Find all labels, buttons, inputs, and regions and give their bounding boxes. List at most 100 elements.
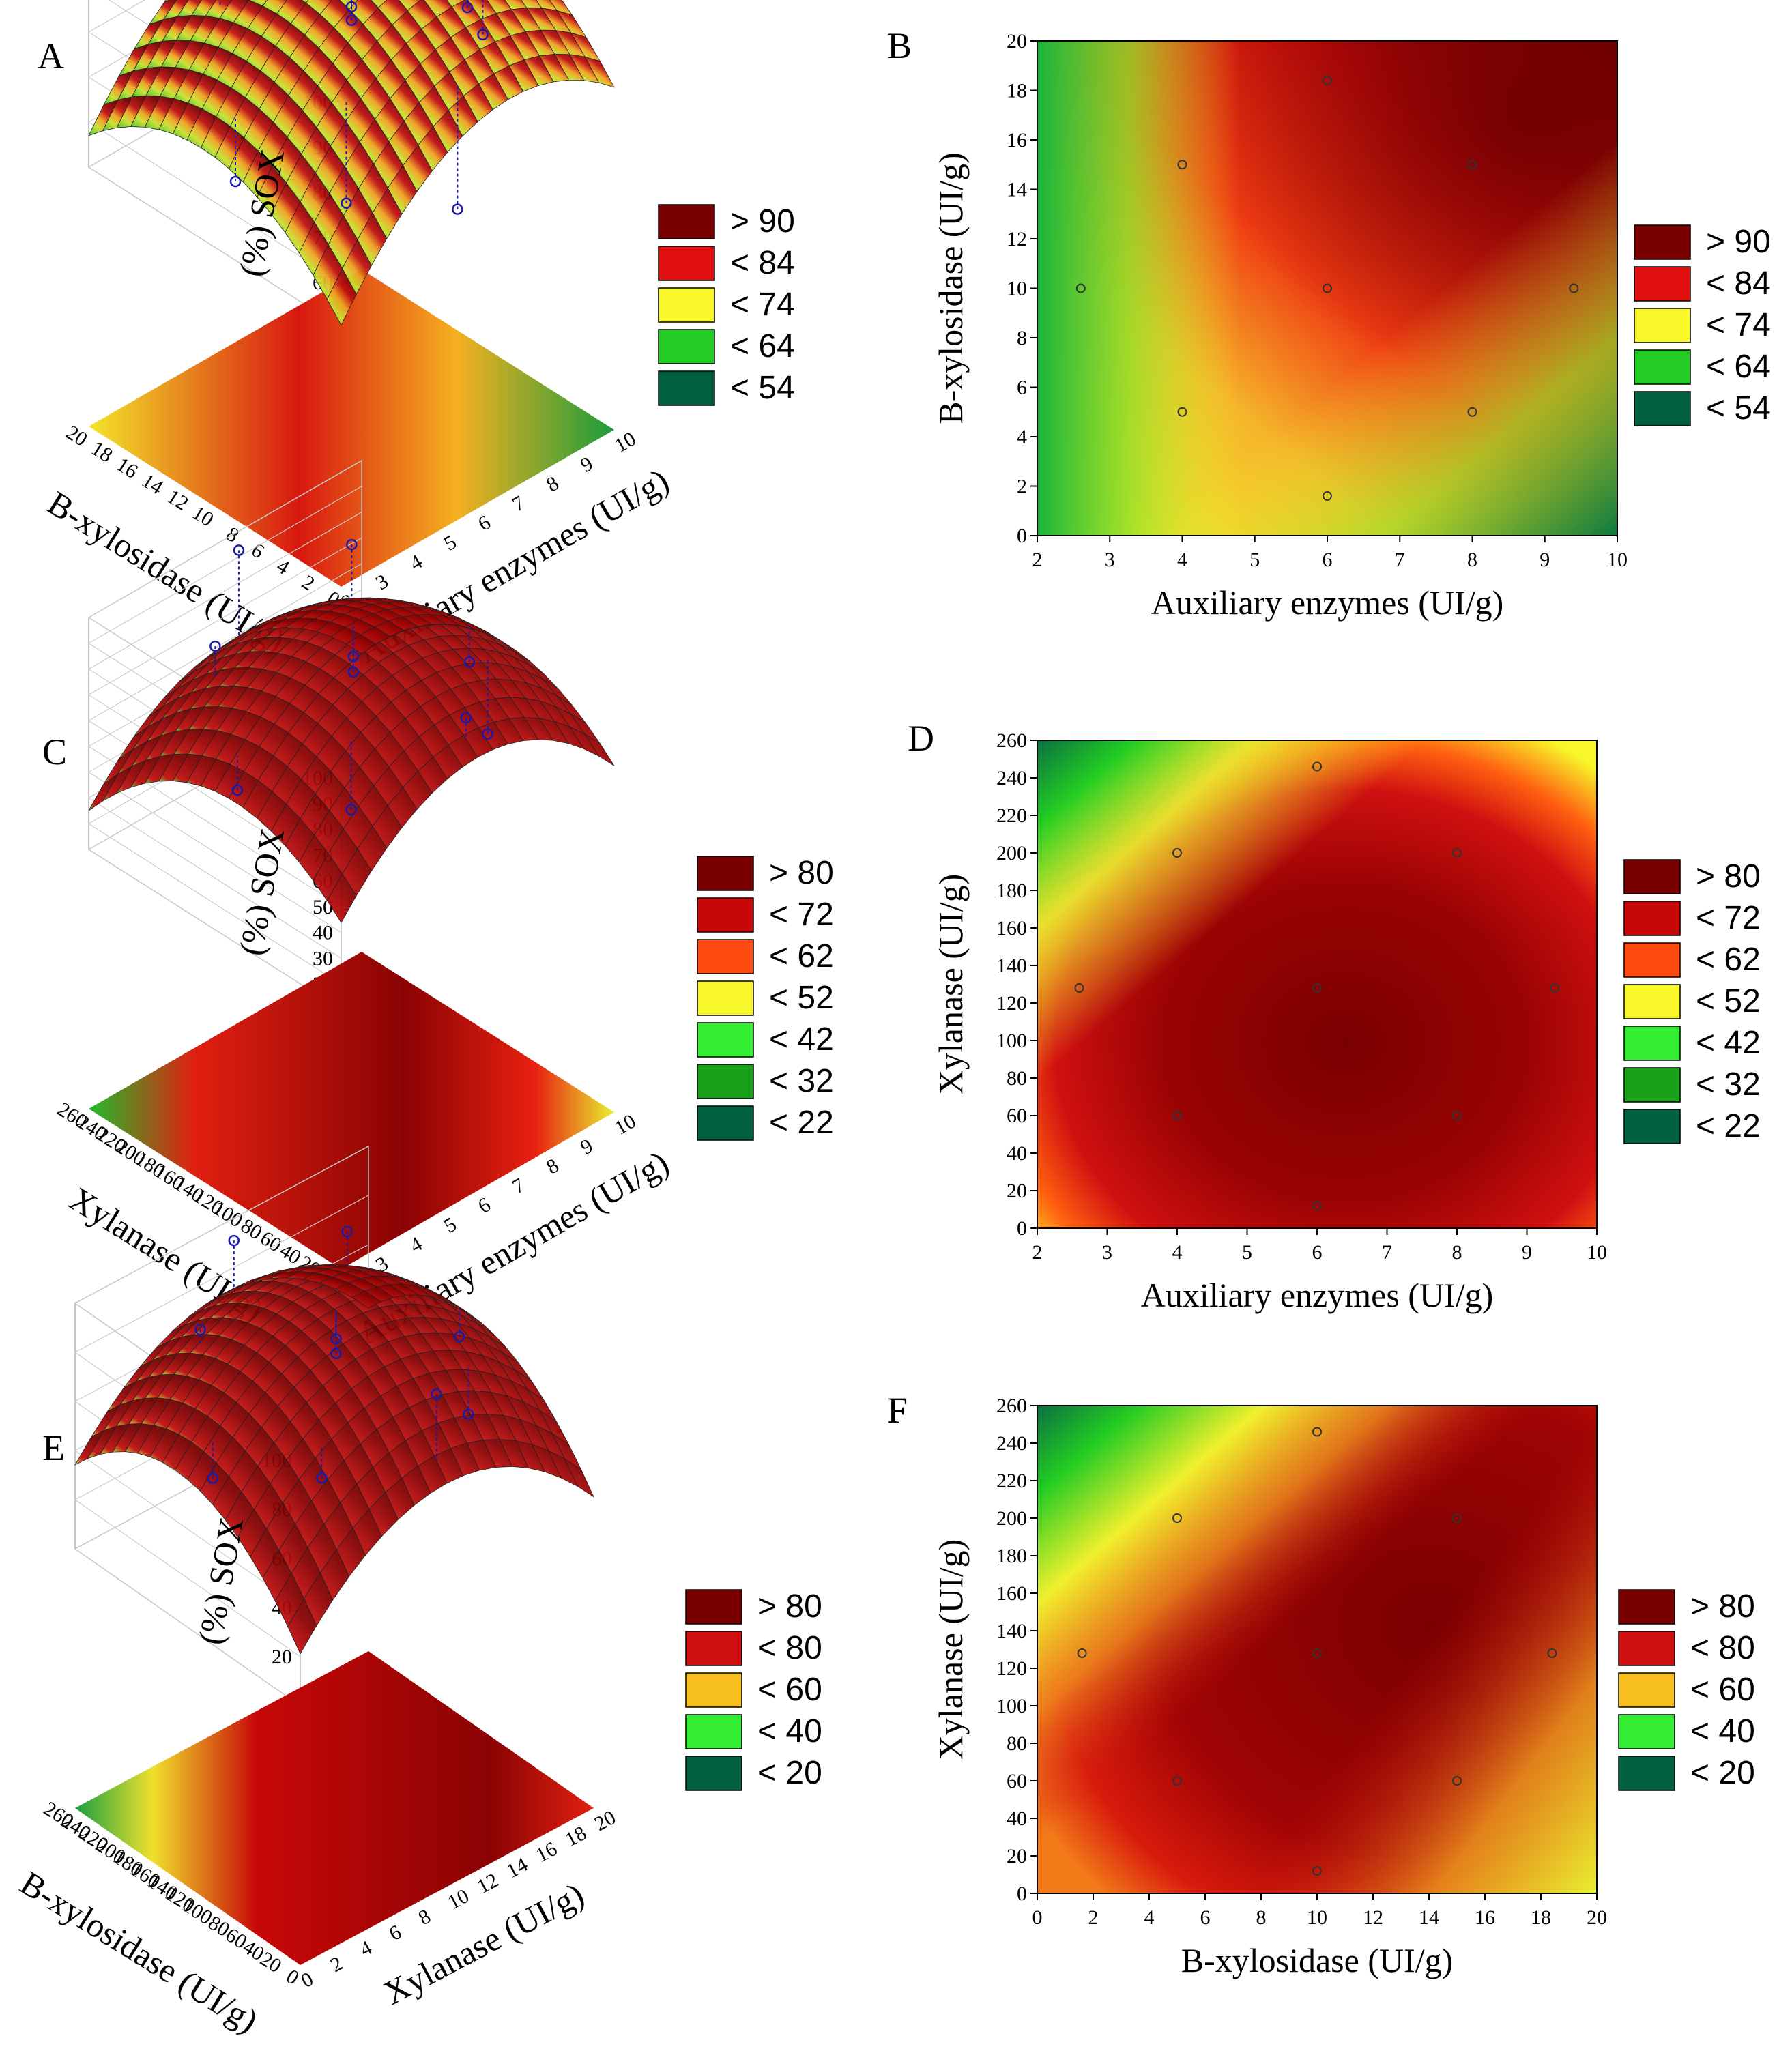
surface-cell-a-6-8 <box>305 0 332 15</box>
y-tick-f-12: 240 <box>996 1432 1027 1455</box>
legend-swatch-a-4 <box>658 370 715 406</box>
x-tick-a-4: 6 <box>474 511 494 536</box>
x-tick-d-6: 8 <box>1452 1241 1462 1264</box>
surface-cell-a-10-4 <box>423 0 452 18</box>
y-tick-b-6: 12 <box>1007 228 1027 250</box>
legend-swatch-d-4 <box>1623 1026 1681 1061</box>
legend-label-b-0: > 90 <box>1706 224 1771 260</box>
y-tick-f-13: 260 <box>996 1395 1027 1417</box>
experimental-point-a-5 <box>345 14 358 26</box>
legend-label-e-1: < 80 <box>757 1630 822 1666</box>
base-projection-a <box>89 270 614 587</box>
experimental-point-a-3 <box>452 203 463 215</box>
surface-cell-a-4-13 <box>205 0 233 19</box>
legend-label-a-1: < 84 <box>730 245 795 281</box>
legend-swatch-b-4 <box>1634 391 1691 426</box>
legend-label-b-4: < 54 <box>1706 390 1771 426</box>
y-tick-a-5: 10 <box>188 501 218 532</box>
x-tick-b-8: 10 <box>1607 549 1628 571</box>
legend-label-d-5: < 32 <box>1696 1066 1761 1103</box>
y-tick-d-10: 200 <box>996 842 1027 864</box>
legend-label-b-2: < 74 <box>1706 307 1771 343</box>
design-point-f-4 <box>1312 1648 1322 1658</box>
y-axis-title-d: Xylanase (UI/g) <box>931 874 970 1095</box>
legend-d: > 80 < 72 < 62 < 52 < 42 < 32 < 22 <box>1623 858 1761 1144</box>
surface-plot-e: 0204060801000246810121416182002040608010… <box>14 1145 620 2040</box>
legend-swatch-c-1 <box>697 897 754 933</box>
legend-swatch-e-2 <box>685 1672 742 1708</box>
x-axis-title-d: Auxiliary enzymes (UI/g) <box>1141 1276 1494 1314</box>
design-point-d-0 <box>1074 983 1084 993</box>
design-point-d-6 <box>1452 1111 1462 1120</box>
experimental-point-c-7 <box>482 728 493 740</box>
y-tick-d-6: 120 <box>996 992 1027 1015</box>
x-tick-d-2: 4 <box>1172 1241 1183 1264</box>
experimental-point-c-8 <box>346 538 358 551</box>
y-tick-d-7: 140 <box>996 955 1027 977</box>
legend-label-c-1: < 72 <box>769 897 834 933</box>
experimental-point-c-3 <box>460 712 472 724</box>
legend-label-e-0: > 80 <box>757 1588 822 1625</box>
panel-letter-a: A <box>38 35 64 76</box>
experimental-point-a-9 <box>461 1 474 14</box>
y-tick-b-4: 8 <box>1017 327 1027 349</box>
y-tick-b-1: 2 <box>1017 476 1027 498</box>
x-tick-d-7: 9 <box>1522 1241 1532 1264</box>
surface-cell-a-6-7 <box>319 0 350 28</box>
design-point-f-6 <box>1452 1776 1462 1786</box>
surface-mesh-c <box>88 597 615 924</box>
x-tick-d-1: 3 <box>1102 1241 1112 1264</box>
y-tick-d-0: 0 <box>1017 1217 1027 1240</box>
x-tick-a-2: 4 <box>406 550 426 574</box>
x-tick-b-1: 3 <box>1105 549 1115 571</box>
z-tick-c-2: 30 <box>313 947 333 970</box>
y-axis-title-b: B-xylosidase (UI/g) <box>931 152 970 424</box>
y-tick-f-1: 20 <box>1007 1845 1027 1867</box>
surface-mesh-e <box>74 1264 594 1655</box>
x-tick-a-3: 5 <box>440 531 460 555</box>
surface-cell-a-11-3 <box>451 0 482 28</box>
legend-swatch-c-3 <box>697 980 754 1016</box>
y-tick-d-13: 260 <box>996 729 1027 752</box>
legend-swatch-f-3 <box>1618 1714 1675 1749</box>
legend-label-f-2: < 60 <box>1690 1672 1755 1708</box>
x-tick-d-8: 10 <box>1587 1241 1607 1264</box>
panel-letter-e: E <box>42 1427 65 1468</box>
y-tick-f-6: 120 <box>996 1657 1027 1680</box>
legend-swatch-d-6 <box>1623 1109 1681 1144</box>
x-tick-f-1: 2 <box>1088 1906 1099 1929</box>
experimental-point-a-1 <box>341 197 352 209</box>
legend-swatch-e-4 <box>685 1756 742 1791</box>
y-tick-a-1: 2 <box>298 571 319 596</box>
x-tick-f-7: 14 <box>1419 1906 1439 1929</box>
base-projection-e <box>75 1651 594 1965</box>
legend-swatch-e-0 <box>685 1589 742 1625</box>
legend-label-e-3: < 40 <box>757 1713 822 1749</box>
legend-label-d-6: < 22 <box>1696 1108 1761 1144</box>
y-tick-a-8: 16 <box>113 453 142 483</box>
surface-cell-a-6-9 <box>301 0 309 3</box>
legend-swatch-c-4 <box>697 1022 754 1058</box>
y-tick-a-6: 12 <box>163 485 192 515</box>
y-tick-b-5: 10 <box>1007 278 1027 300</box>
y-tick-b-0: 0 <box>1017 525 1027 547</box>
x-tick-c-3: 5 <box>440 1213 460 1238</box>
legend-c: > 80 < 72 < 62 < 52 < 42 < 32 < 22 <box>697 855 834 1141</box>
contour-plot-d: 2 3 4 5 6 7 8 9 10020406080100120140160180200220… <box>931 729 1607 1314</box>
legend-swatch-d-0 <box>1623 859 1681 894</box>
y-tick-d-5: 100 <box>996 1030 1027 1052</box>
panel-letter-b: B <box>887 25 912 66</box>
y-tick-f-2: 40 <box>1007 1807 1027 1830</box>
y-tick-f-7: 140 <box>996 1620 1027 1642</box>
legend-label-f-1: < 80 <box>1690 1630 1755 1666</box>
legend-swatch-a-3 <box>658 329 715 364</box>
y-tick-f-8: 160 <box>996 1582 1027 1605</box>
y-tick-f-4: 80 <box>1007 1732 1027 1755</box>
surface-cell-a-13-3 <box>487 0 512 14</box>
y-tick-d-3: 60 <box>1007 1105 1027 1127</box>
x-tick-e-3: 6 <box>386 1921 405 1945</box>
x-tick-b-7: 9 <box>1540 549 1550 571</box>
surface-cell-a-15-3 <box>521 0 543 9</box>
surface-mesh-a <box>88 0 615 326</box>
